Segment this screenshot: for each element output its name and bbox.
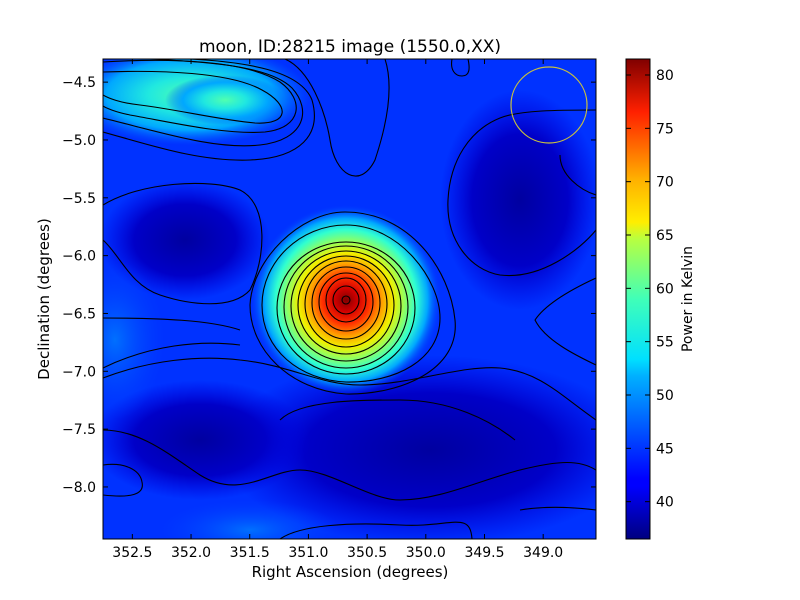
x-tick-label: 352.5	[112, 545, 152, 561]
colorbar-tick-label: 75	[656, 121, 674, 137]
y-axis-label: Declination (degrees)	[35, 218, 53, 380]
y-tick-label: −5.0	[62, 133, 96, 149]
heatmap-plot	[103, 59, 596, 539]
y-tick-label: −6.0	[62, 249, 96, 265]
y-axis: −4.5 −5.0 −5.5 −6.0 −6.5 −7.0 −7.5 −8.0	[62, 75, 596, 496]
colorbar-tick-label: 55	[656, 335, 674, 351]
y-tick-label: −4.5	[62, 75, 96, 91]
dark-region-bottom-right	[220, 355, 596, 539]
x-tick-label: 351.5	[230, 545, 270, 561]
x-axis-label: Right Ascension (degrees)	[252, 563, 449, 581]
y-tick-label: −7.0	[62, 364, 96, 380]
y-tick-label: −6.5	[62, 306, 96, 322]
x-tick-label: 350.5	[347, 545, 387, 561]
dark-region-left	[103, 180, 270, 300]
colorbar-tick-label: 80	[656, 68, 674, 84]
x-tick-label: 350.0	[406, 545, 446, 561]
y-tick-label: −8.0	[62, 480, 96, 496]
x-tick-label: 349.0	[523, 545, 563, 561]
y-tick-label: −5.5	[62, 191, 96, 207]
chart-title: moon, ID:28215 image (1550.0,XX)	[199, 37, 501, 57]
peak-source	[251, 205, 441, 395]
colorbar	[625, 58, 651, 540]
colorbar-label: Power in Kelvin	[680, 246, 696, 352]
colorbar-tick-label: 40	[656, 495, 674, 511]
contour-peak	[341, 295, 351, 305]
light-region-left	[103, 260, 165, 420]
colorbar-tick-label: 70	[656, 175, 674, 191]
colorbar-tick-label: 50	[656, 388, 674, 404]
dark-region-right	[440, 90, 596, 310]
colorbar-tick-label: 45	[656, 441, 674, 457]
cyan-ridge-core	[165, 75, 285, 125]
plot-frame	[102, 58, 597, 540]
colorbar-tick-label: 60	[656, 281, 674, 297]
light-region-bottom	[160, 500, 340, 539]
x-tick-label: 352.0	[171, 545, 211, 561]
beam-circle	[510, 66, 588, 144]
dark-region-bottom-left	[103, 380, 310, 500]
x-tick-label: 351.0	[288, 545, 328, 561]
colorbar-ticks: 40 45 50 55 60 65 70 75 80	[626, 68, 674, 511]
colorbar-tick-label: 65	[656, 228, 674, 244]
y-tick-label: −7.5	[62, 422, 96, 438]
contour-lines	[103, 59, 596, 539]
x-tick-label: 349.5	[464, 545, 504, 561]
x-axis: 352.5 352.0 351.5 351.0 350.5 350.0 349.5 349.0	[112, 59, 563, 561]
